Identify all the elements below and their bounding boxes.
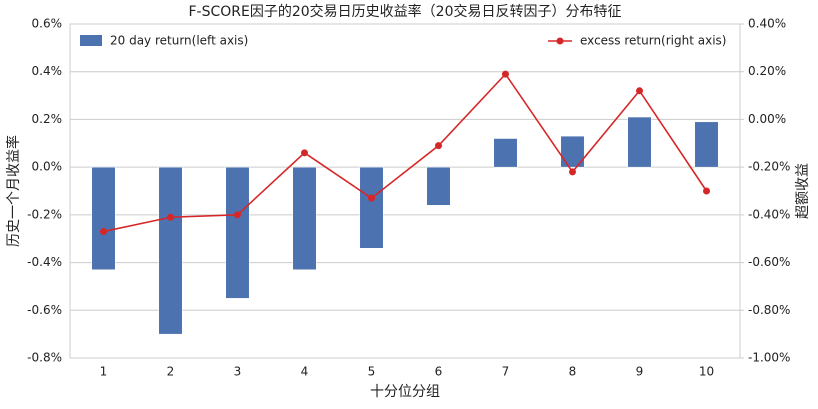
legend-swatch bbox=[80, 35, 102, 46]
y-tick-label: -0.2% bbox=[27, 207, 62, 221]
y-tick-label: -0.8% bbox=[27, 351, 62, 365]
line-marker bbox=[368, 194, 375, 202]
y2-tick-label: 0.20% bbox=[748, 64, 786, 78]
y2-tick-label: -1.00% bbox=[748, 351, 790, 365]
y-tick-label: 0.4% bbox=[32, 64, 63, 78]
bar bbox=[694, 121, 719, 168]
legend-label: 20 day return(left axis) bbox=[110, 34, 248, 48]
bar bbox=[158, 166, 183, 335]
y2-tick-label: -0.40% bbox=[748, 207, 790, 221]
bar bbox=[359, 166, 384, 249]
line-marker bbox=[703, 187, 710, 195]
plot-frame bbox=[69, 23, 741, 359]
line-marker bbox=[502, 70, 509, 78]
bar bbox=[292, 166, 317, 270]
y-tick-label: -0.4% bbox=[27, 255, 62, 269]
x-axis-label: 十分位分组 bbox=[370, 384, 440, 400]
y2-tick-label: 0.00% bbox=[748, 112, 786, 126]
line-marker bbox=[301, 149, 308, 157]
line-marker bbox=[100, 228, 107, 236]
x-tick-label: 10 bbox=[699, 365, 714, 379]
line-marker bbox=[569, 168, 576, 176]
y2-tick-label: -0.20% bbox=[748, 160, 790, 174]
y-tick-label: 0.0% bbox=[32, 160, 63, 174]
x-tick-label: 7 bbox=[502, 365, 510, 379]
y2-tick-label: 0.40% bbox=[748, 17, 786, 31]
y-tick-label: 0.6% bbox=[32, 17, 63, 31]
x-tick-label: 8 bbox=[569, 365, 577, 379]
line-marker bbox=[234, 211, 241, 219]
line-marker bbox=[435, 142, 442, 150]
bar bbox=[627, 116, 652, 168]
x-tick-label: 6 bbox=[435, 365, 443, 379]
x-tick-label: 2 bbox=[167, 365, 175, 379]
y2-tick-label: -0.60% bbox=[748, 255, 790, 269]
bar bbox=[560, 135, 585, 168]
x-tick-label: 9 bbox=[636, 365, 644, 379]
line-marker bbox=[167, 213, 174, 221]
x-tick-label: 4 bbox=[301, 365, 309, 379]
legend-swatch bbox=[556, 37, 564, 45]
y-axis-label: 历史一个月收益率 bbox=[5, 135, 22, 247]
bar bbox=[493, 138, 518, 168]
line-marker bbox=[636, 87, 643, 95]
y-tick-label: 0.2% bbox=[32, 112, 63, 126]
bar bbox=[225, 166, 250, 299]
y-tick-label: -0.6% bbox=[27, 303, 62, 317]
x-tick-label: 3 bbox=[234, 365, 242, 379]
y2-tick-label: -0.80% bbox=[748, 303, 790, 317]
x-tick-label: 1 bbox=[100, 365, 108, 379]
chart-title: F-SCORE因子的20交易日历史收益率（20交易日反转因子）分布特征 bbox=[189, 3, 622, 20]
bar bbox=[91, 166, 116, 270]
bar bbox=[426, 166, 451, 206]
line bbox=[103, 72, 708, 233]
x-tick-label: 5 bbox=[368, 365, 376, 379]
y2-axis-label: 超额收益 bbox=[795, 163, 811, 219]
legend-label: excess return(right axis) bbox=[580, 34, 726, 48]
